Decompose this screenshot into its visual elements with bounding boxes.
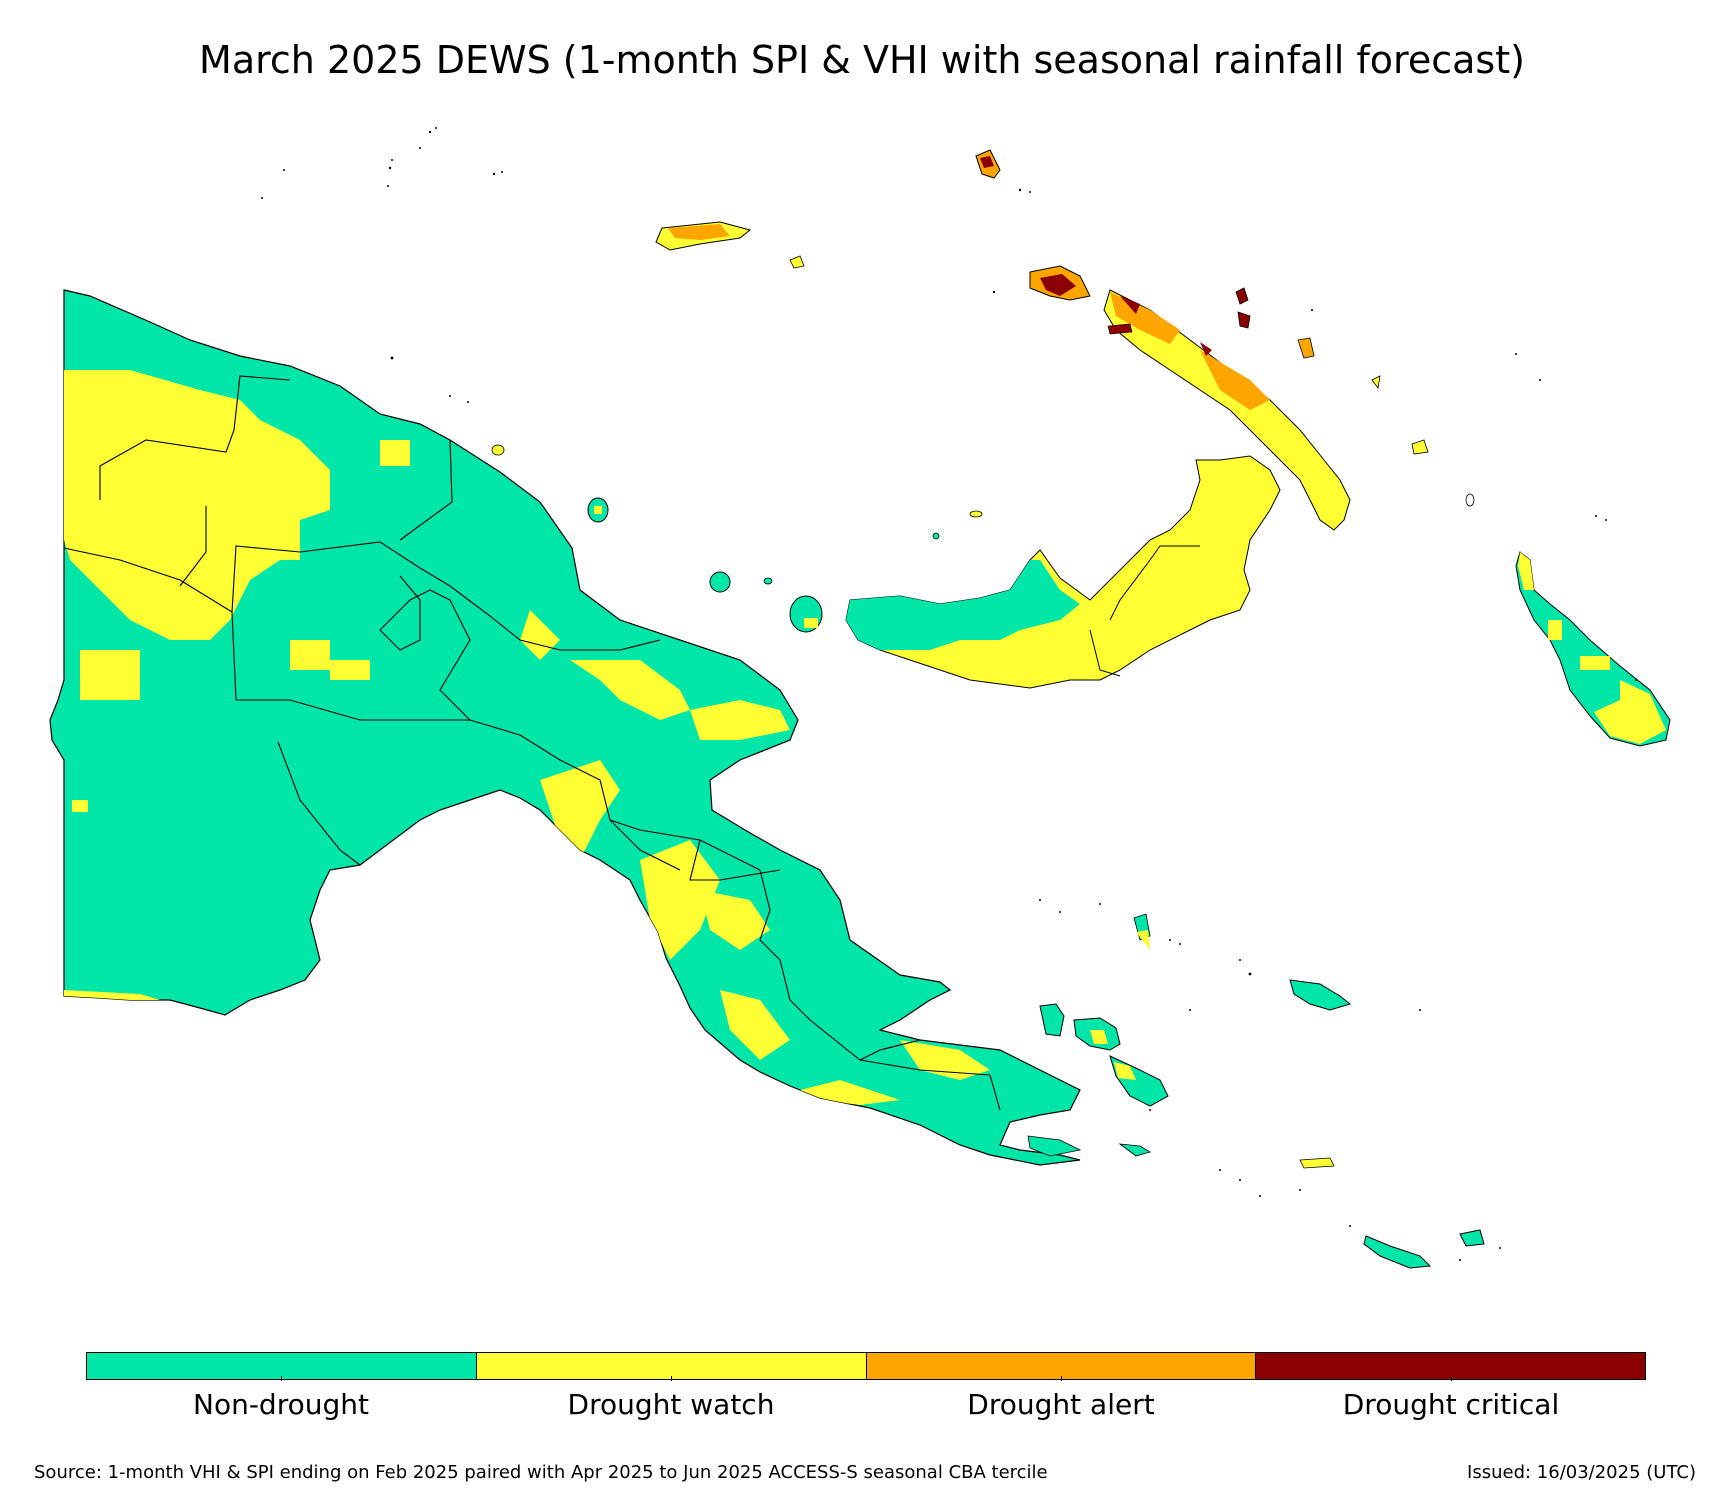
legend-label-drought-alert: Drought alert <box>967 1388 1155 1421</box>
legend-label-drought-watch: Drought watch <box>567 1388 775 1421</box>
legend-labels: Non-drought Drought watch Drought alert … <box>86 1388 1646 1421</box>
rossel-island <box>1459 1229 1485 1247</box>
goodenough-island <box>1039 1003 1065 1037</box>
issued-date: Issued: 16/03/2025 (UTC) <box>1467 1462 1696 1483</box>
legend-tick <box>1061 1376 1062 1381</box>
woodlark-island <box>1289 979 1352 1011</box>
legend-swatch-drought-critical <box>1256 1353 1645 1379</box>
new-britain <box>845 455 1281 689</box>
map-title: March 2025 DEWS (1-month SPI & VHI with … <box>199 38 1525 82</box>
legend-swatch-drought-watch <box>476 1353 867 1379</box>
source-note: Source: 1-month VHI & SPI ending on Feb … <box>34 1462 1048 1483</box>
drought-map <box>49 127 1671 1269</box>
legend-tick <box>1451 1376 1452 1381</box>
legend-label-drought-critical: Drought critical <box>1342 1388 1560 1421</box>
sudest-island <box>1363 1235 1432 1269</box>
legend-label-non-drought: Non-drought <box>193 1388 369 1421</box>
legend-tick <box>281 1376 282 1381</box>
legend-swatch-drought-alert <box>866 1353 1257 1379</box>
legend-tick <box>671 1376 672 1381</box>
legend-colorbar <box>86 1352 1646 1380</box>
legend-swatch-non-drought <box>87 1353 477 1379</box>
